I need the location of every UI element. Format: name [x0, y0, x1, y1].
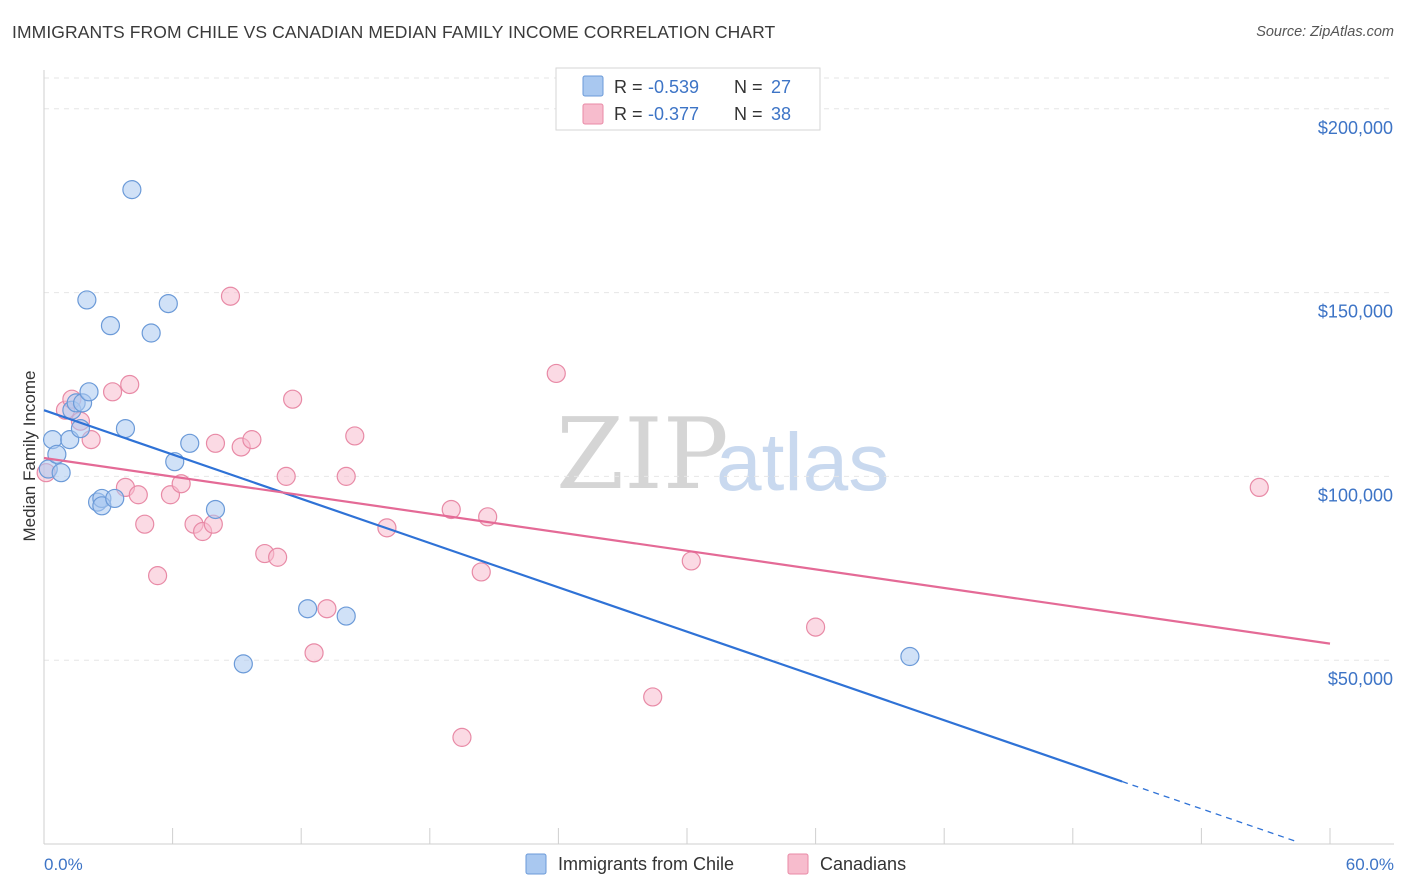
watermark-atlas: atlas — [716, 417, 889, 508]
data-point — [336, 606, 356, 626]
data-point — [345, 426, 365, 446]
data-point — [298, 599, 318, 619]
x-tick-label-max: 60.0% — [1346, 855, 1394, 874]
legend-n-label: N = — [734, 77, 763, 97]
data-point — [681, 551, 701, 571]
data-point — [180, 433, 200, 453]
legend-swatch-immigrants-from-chile — [582, 75, 604, 97]
data-point — [336, 466, 356, 486]
data-point — [205, 433, 226, 453]
x-tick-marks — [43, 828, 1331, 844]
legend-n-value-immigrants-from-chile: 27 — [771, 77, 791, 97]
data-point — [122, 180, 142, 200]
trend-line — [43, 409, 1123, 783]
series-canadians — [36, 286, 1269, 747]
watermark-zip: ZIP — [556, 398, 729, 512]
series-legend: Immigrants from Chile Canadians — [525, 853, 906, 875]
trend-lines — [43, 409, 1331, 843]
data-point — [205, 499, 226, 520]
data-point — [805, 617, 826, 637]
y-tick-labels: $50,000 $100,000 $150,000 $200,000 — [1318, 118, 1393, 689]
bottom-legend-label-canadians: Canadians — [820, 854, 906, 874]
data-point — [220, 286, 241, 306]
x-tick-label-min: 0.0% — [44, 855, 83, 874]
data-point — [135, 514, 155, 534]
data-point — [452, 727, 472, 747]
legend-swatch-canadians — [582, 103, 604, 125]
y-tick-label: $100,000 — [1318, 485, 1393, 505]
data-point — [242, 430, 262, 450]
data-point — [128, 485, 148, 505]
data-point — [441, 499, 461, 520]
legend-n-label: N = — [734, 104, 763, 124]
data-point — [105, 488, 125, 509]
data-point — [268, 547, 288, 567]
data-point — [79, 382, 99, 402]
y-tick-label: $150,000 — [1318, 302, 1393, 322]
source-credit: Source: ZipAtlas.com — [1256, 24, 1394, 40]
data-point — [546, 363, 566, 384]
data-point — [643, 687, 663, 707]
legend-r-value-canadians: -0.377 — [648, 104, 699, 124]
data-point — [115, 418, 136, 439]
data-point — [77, 290, 97, 310]
legend-n-value-canadians: 38 — [771, 104, 791, 124]
legend-r-label: R = — [614, 77, 643, 97]
data-point — [233, 654, 253, 674]
y-axis-label: Median Family Income — [20, 370, 39, 541]
data-point — [1249, 477, 1269, 498]
data-point — [100, 316, 121, 336]
data-point — [120, 374, 140, 395]
trend-line-extension — [1121, 780, 1299, 843]
data-point — [900, 646, 920, 667]
data-point — [283, 389, 303, 409]
data-point — [147, 566, 168, 586]
bottom-legend-swatch-canadians — [787, 853, 809, 875]
series-immigrants-from-chile — [38, 180, 920, 674]
bottom-legend-swatch-immigrants-from-chile — [525, 853, 547, 875]
legend-r-value-immigrants-from-chile: -0.539 — [648, 77, 699, 97]
gridlines — [44, 77, 1394, 661]
chart-title: IMMIGRANTS FROM CHILE VS CANADIAN MEDIAN… — [12, 22, 776, 42]
data-point — [471, 562, 491, 582]
data-point — [141, 323, 161, 343]
correlation-legend: R = -0.539 N = 27 R = -0.377 N = 38 — [555, 67, 821, 131]
bottom-legend-label-immigrants-from-chile: Immigrants from Chile — [558, 854, 734, 874]
data-point — [276, 466, 296, 486]
y-tick-label: $50,000 — [1328, 669, 1393, 689]
data-point — [317, 599, 337, 619]
y-tick-label: $200,000 — [1318, 118, 1393, 138]
data-point — [51, 463, 71, 483]
data-point — [102, 382, 123, 402]
data-point — [158, 294, 178, 314]
data-point — [304, 643, 324, 663]
trend-line — [43, 456, 1331, 645]
legend-r-label: R = — [614, 104, 643, 124]
